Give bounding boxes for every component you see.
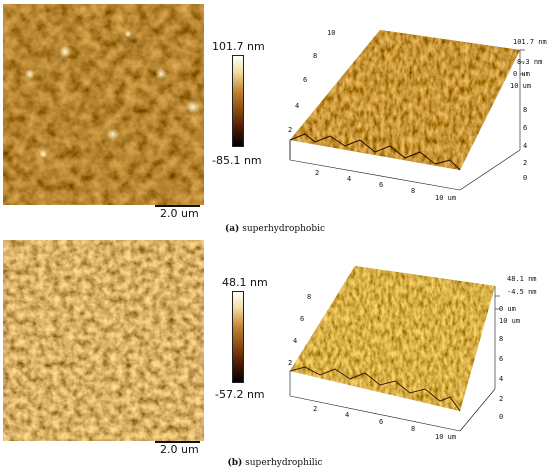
- colorbar-min-b: -57.2 nm: [215, 388, 265, 401]
- back-tick-b-2: 4: [293, 337, 297, 345]
- z-label-bottom-a: 0 um: [513, 70, 530, 78]
- y-tick-b-3: 6: [499, 355, 503, 363]
- y-tick-b-4: 8: [499, 335, 503, 343]
- caption-a: (a) superhydrophobic: [0, 224, 550, 234]
- x-tick-b-4: 10 um: [435, 433, 456, 441]
- x-tick-b-1: 4: [345, 411, 349, 419]
- afm-2d-image-b: [3, 240, 204, 441]
- caption-b: (b) superhydrophilic: [0, 458, 550, 468]
- x-tick-a-4: 10 um: [435, 194, 456, 202]
- back-tick-a-4: 2: [288, 126, 292, 134]
- z-label-top-a: 101.7 nm: [513, 38, 547, 46]
- y-tick-a-4: 8: [523, 106, 527, 114]
- caption-text-b: superhydrophilic: [245, 458, 323, 468]
- scale-bar-a: [155, 205, 200, 207]
- z-label-mid-a: 8.3 nm: [517, 58, 542, 66]
- z-label-top-b: 48.1 nm: [507, 275, 537, 283]
- scale-bar-b: [155, 441, 200, 443]
- x-tick-a-3: 8: [411, 187, 415, 195]
- figure-panel-b: 2.0 um 48.1 nm -57.2 nm 2 4 6 8 10 um 0 …: [0, 236, 550, 472]
- scale-bar-label-a: 2.0 um: [160, 207, 199, 220]
- back-tick-a-1: 8: [313, 52, 317, 60]
- colorbar-b: [232, 291, 244, 383]
- y-tick-b-0: 0: [499, 413, 503, 421]
- colorbar-max-a: 101.7 nm: [212, 40, 265, 53]
- z-label-bottom-b: 0 um: [499, 305, 516, 313]
- afm-3d-plot-b: 2 4 6 8 10 um 0 2 4 6 8 10 um 8 6 4 2 48…: [288, 266, 537, 441]
- caption-text-a: superhydrophobic: [242, 224, 326, 234]
- back-tick-a-2: 6: [303, 76, 307, 84]
- y-tick-b-2: 4: [499, 375, 503, 383]
- caption-letter-a: (a): [224, 224, 240, 234]
- back-tick-a-3: 4: [295, 102, 299, 110]
- colorbar-min-a: -85.1 nm: [212, 154, 262, 167]
- back-tick-a-0: 10: [327, 29, 335, 37]
- x-tick-a-0: 2: [315, 169, 319, 177]
- y-tick-a-0: 0: [523, 174, 527, 182]
- y-tick-a-3: 6: [523, 124, 527, 132]
- z-label-mid-b: -4.5 nm: [507, 288, 537, 296]
- back-tick-b-0: 8: [307, 293, 311, 301]
- colorbar-max-b: 48.1 nm: [222, 276, 268, 289]
- y-tick-b-5: 10 um: [499, 317, 520, 325]
- back-tick-b-1: 6: [300, 315, 304, 323]
- x-tick-b-2: 6: [379, 418, 383, 426]
- back-tick-b-3: 2: [288, 359, 292, 367]
- afm-2d-image-a: [3, 4, 204, 205]
- colorbar-a: [232, 55, 244, 147]
- y-tick-b-1: 2: [499, 395, 503, 403]
- caption-letter-b: (b): [227, 458, 243, 468]
- afm-3d-plot-a: 2 4 6 8 10 um 0 2 4 6 8 10 um 10 8 6 4 2…: [288, 29, 547, 202]
- x-tick-a-1: 4: [347, 175, 351, 183]
- x-tick-b-0: 2: [313, 405, 317, 413]
- y-tick-a-1: 2: [523, 159, 527, 167]
- x-tick-a-2: 6: [379, 181, 383, 189]
- x-tick-b-3: 8: [411, 425, 415, 433]
- y-tick-a-5: 10 um: [510, 82, 531, 90]
- figure-panel-a: 2.0 um 101.7 nm -85.1 nm 2 4 6 8 10 um 0: [0, 4, 550, 234]
- y-tick-a-2: 4: [523, 142, 527, 150]
- scale-bar-label-b: 2.0 um: [160, 443, 199, 456]
